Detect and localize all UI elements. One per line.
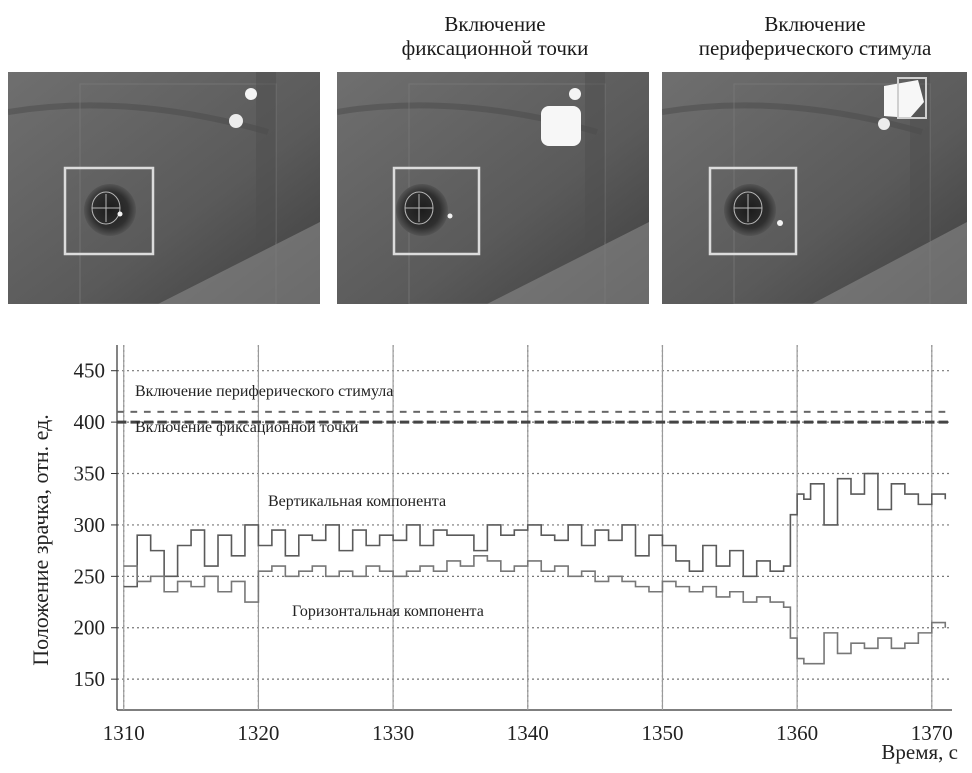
eye-photo-peripheral-on <box>662 72 967 304</box>
series-line-vertical <box>123 472 947 588</box>
x-tick-label: 1320 <box>237 721 279 745</box>
y-tick-label: 200 <box>74 616 106 640</box>
panel2-title-line2: фиксационной точки <box>401 36 589 60</box>
annotation-vertical-component: Вертикальная компонента <box>268 493 446 510</box>
y-tick-label: 250 <box>74 564 106 588</box>
x-tick-label: 1310 <box>103 721 145 745</box>
panel3-title: Включение периферического стимула <box>660 12 970 60</box>
x-axis-label: Время, с <box>881 740 958 764</box>
annotation-peripheral: Включение периферического стимула <box>135 383 393 400</box>
series-line-horizontal <box>123 554 947 665</box>
annotation-horizontal-component: Горизонтальная компонента <box>292 603 484 620</box>
annotation-fixation: Включение фиксационной точки <box>135 419 359 436</box>
x-tick-label: 1370 <box>911 721 953 745</box>
x-axis-ticks: 1310 1320 1330 1340 1350 1360 1370 <box>103 721 953 745</box>
y-tick-label: 400 <box>74 410 106 434</box>
panel2-title-line1: Включение <box>444 12 546 36</box>
y-tick-label: 450 <box>74 359 106 383</box>
y-axis-ticks: 150 200 250 300 350 400 450 <box>74 359 117 691</box>
eye-photo-baseline <box>8 72 320 304</box>
x-tick-label: 1350 <box>641 721 683 745</box>
x-tick-label: 1340 <box>507 721 549 745</box>
panel3-title-line1: Включение <box>764 12 866 36</box>
chart-series <box>123 472 947 665</box>
stimulus-marker-rows <box>117 410 948 424</box>
y-tick-label: 150 <box>74 667 106 691</box>
panel3-title-line2: периферического стимула <box>698 36 932 60</box>
x-tick-label: 1360 <box>776 721 818 745</box>
x-tick-label: 1330 <box>372 721 414 745</box>
eye-photo-fixation-on <box>337 72 649 304</box>
y-tick-label: 300 <box>74 513 106 537</box>
y-tick-label: 350 <box>74 462 106 486</box>
panel2-title: Включение фиксационной точки <box>340 12 650 60</box>
y-axis-label: Положение зрачка, отн. ед. <box>28 414 53 666</box>
